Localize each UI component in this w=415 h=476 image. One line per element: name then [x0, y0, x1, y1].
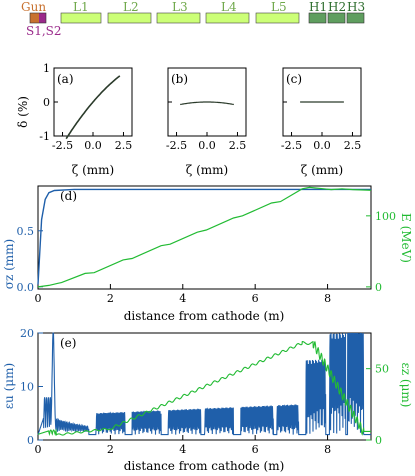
y-tick-label: 1 [43, 62, 50, 75]
x-tick-label: 4 [179, 443, 186, 456]
x-tick-label: 0.0 [84, 139, 102, 152]
panel-c-label: (c) [286, 72, 302, 86]
linac-label-l1: L1 [73, 0, 89, 14]
linac-box-l3 [156, 12, 201, 24]
chart-e-ticks: 0 2 4 6 8 0 10 20 0 50 [20, 327, 389, 456]
harmonic-box-h2 [327, 12, 346, 24]
chart-d: 0 2 4 6 8 0.0 0.5 0 100 (d) σz (mm) E (MeV) dist… [2, 185, 413, 323]
x-tick-label: 0.0 [313, 139, 331, 152]
linac-section-l2: L2 [107, 0, 152, 24]
x-tick-label: 2 [107, 292, 114, 305]
y-left-tick-label: 0 [27, 434, 34, 447]
solenoid-label: S1,S2 [26, 24, 62, 38]
linac-label-l4: L4 [221, 0, 237, 14]
chart-e-xlabel: distance from cathode (m) [124, 459, 285, 473]
chart-e-emittance-z-line [37, 340, 371, 437]
chart-e-emittance-u-line [37, 332, 371, 436]
panel-a-distribution [65, 75, 121, 140]
y-left-tick-label: 10 [20, 381, 34, 394]
gun-label: Gun [21, 0, 46, 14]
chart-d-label: (d) [60, 189, 77, 203]
linac-section-l4: L4 [205, 0, 250, 24]
harmonic-label-h2: H2 [328, 0, 346, 14]
y-left-tick-label: 0.5 [17, 225, 35, 238]
chart-e: 0 2 4 6 8 0 10 20 0 50 (e) εu (μm) εz (μm) distan… [2, 327, 413, 473]
linac-box-l5 [255, 12, 300, 24]
linac-label-l5: L5 [271, 0, 287, 14]
phase-space-xlabel-a: ζ (mm) [72, 163, 114, 177]
chart-e-label: (e) [60, 336, 76, 350]
panel-b-distribution [180, 101, 234, 106]
x-tick-label: 2.5 [229, 139, 247, 152]
x-tick-label: 6 [252, 292, 259, 305]
x-tick-label: 2.5 [344, 139, 362, 152]
chart-e-ylabel-left: εu (μm) [2, 363, 16, 409]
y-right-tick-label: 0 [375, 434, 382, 447]
x-tick-label: 2 [107, 443, 114, 456]
y-right-tick-label: 0 [375, 281, 382, 294]
chart-e-ylabel-right: εz (μm) [399, 363, 413, 408]
chart-d-xlabel: distance from cathode (m) [124, 309, 285, 323]
phase-space-panel-c: (c) -2.5 0.0 2.5 [281, 67, 362, 152]
chart-d-sigma-line [37, 188, 371, 285]
solenoid-box [39, 13, 46, 23]
linac-box-l4 [205, 12, 250, 24]
y-tick-label: -1 [39, 130, 50, 143]
panel-b-ticks: -2.5 0.0 2.5 [166, 67, 247, 152]
harmonic-box-h3 [346, 12, 365, 24]
harmonic-label-h3: H3 [347, 0, 365, 14]
panel-c-ticks: -2.5 0.0 2.5 [281, 67, 362, 152]
phase-space-ylabel: δ (%) [16, 96, 30, 128]
phase-space-panel-b: (b) -2.5 0.0 2.5 [166, 67, 247, 152]
linac-label-l3: L3 [172, 0, 188, 14]
harmonic-section-h1: H1 [308, 0, 327, 24]
x-tick-label: 6 [252, 443, 259, 456]
panel-a-ticks: -2.5 0.0 2.5 -1 0 1 [39, 62, 132, 152]
phase-space-xlabel-b: ζ (mm) [186, 163, 228, 177]
y-tick-label: 0 [43, 96, 50, 109]
linac-section-l1: L1 [60, 0, 102, 24]
linac-section-l5: L5 [255, 0, 300, 24]
x-tick-label: 4 [179, 292, 186, 305]
x-tick-label: 0.0 [198, 139, 216, 152]
linac-label-l2: L2 [123, 0, 139, 14]
panel-b-label: (b) [171, 72, 188, 86]
x-tick-label: -2.5 [52, 139, 73, 152]
chart-d-ylabel-left: σz (mm) [2, 239, 16, 289]
chart-d-energy-line [37, 186, 372, 288]
chart-d-ylabel-right: E (MeV) [399, 213, 413, 263]
panel-a-label: (a) [57, 72, 74, 86]
harmonic-box-h1 [308, 12, 327, 24]
beamline-baseline [29, 12, 47, 24]
x-tick-label: 2.5 [115, 139, 133, 152]
chart-d-ticks: 0 2 4 6 8 0.0 0.5 0 100 [17, 210, 397, 305]
x-tick-label: 8 [324, 292, 331, 305]
y-left-tick-label: 0.0 [17, 281, 35, 294]
linac-section-l3: L3 [156, 0, 201, 24]
gun-box [30, 13, 39, 23]
x-tick-label: 0 [35, 443, 42, 456]
linac-box-l1 [60, 12, 102, 24]
y-right-tick-label: 100 [375, 210, 396, 223]
harmonic-section-h2: H2 [327, 0, 346, 24]
y-right-tick-label: 50 [375, 363, 389, 376]
linac-box-l2 [107, 12, 152, 24]
beamline-schematic: Gun S1,S2 L1 L2 L3 L4 L5 H1 H2 [21, 0, 365, 38]
harmonic-label-h1: H1 [309, 0, 327, 14]
x-tick-label: 0 [35, 292, 42, 305]
x-tick-label: -2.5 [166, 139, 187, 152]
y-left-tick-label: 20 [20, 327, 34, 340]
phase-space-panel-a: (a) -2.5 0.0 2.5 -1 0 1 [39, 62, 133, 152]
x-tick-label: 8 [324, 443, 331, 456]
chart-d-frame [37, 185, 372, 290]
harmonic-section-h3: H3 [346, 0, 365, 24]
x-tick-label: -2.5 [281, 139, 302, 152]
phase-space-xlabel-c: ζ (mm) [301, 163, 343, 177]
